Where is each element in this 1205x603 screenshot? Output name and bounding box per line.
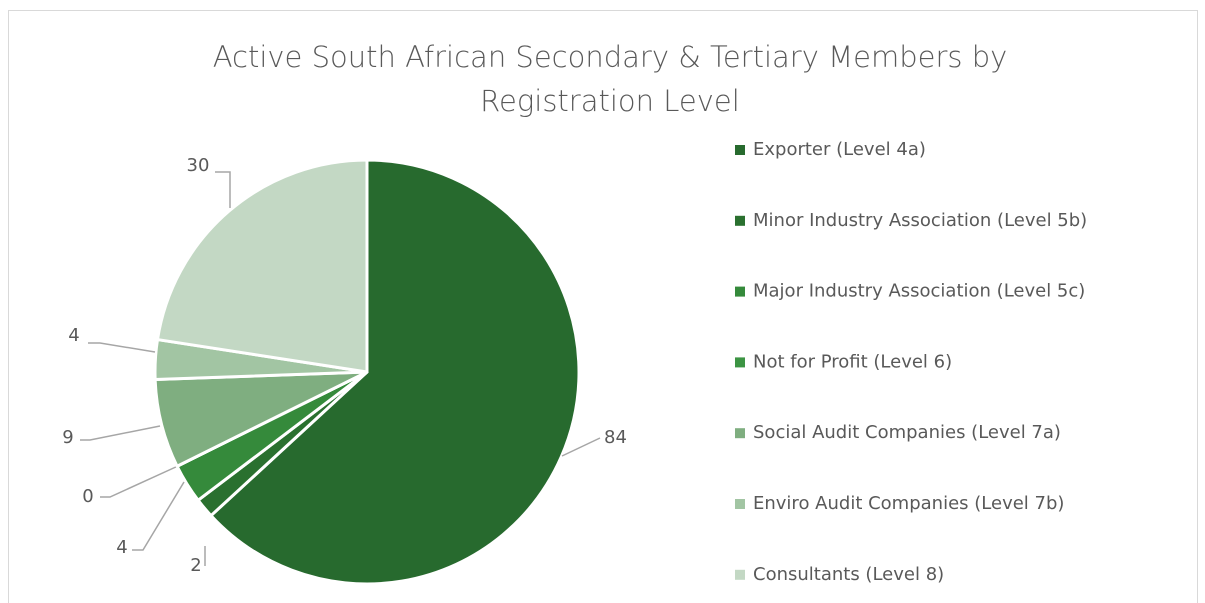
data-label: 84 [604,427,627,448]
data-label: 30 [187,155,210,176]
leader-line [561,437,601,457]
data-label: 4 [68,325,79,346]
legend-swatch [735,215,745,226]
legend-swatch [735,569,745,580]
legend-swatch [735,357,745,368]
legend-label: Minor Industry Association (Level 5b) [753,210,1087,231]
chart-frame [8,10,1198,603]
legend-label: Exporter (Level 4a) [753,139,926,160]
pie-slice [209,158,581,586]
legend-swatch [735,499,745,509]
legend-label: Consultants (Level 8) [753,564,944,585]
leader-line [88,342,156,353]
legend-label: Not for Profit (Level 6) [753,351,952,372]
chart-title: Active South African Secondary & Tertiar… [212,40,1008,118]
legend-swatch [735,428,745,439]
leader-line [132,481,185,551]
legend-swatch [735,145,745,155]
pie-slice [155,158,369,374]
legend-label: Enviro Audit Companies (Level 7b) [753,493,1064,514]
legend-label: Social Audit Companies (Level 7a) [753,422,1061,443]
leader-line [215,171,231,208]
data-label: 0 [82,486,93,507]
legend-label: Major Industry Association (Level 5c) [753,281,1085,302]
data-label: 4 [116,537,127,558]
leader-line [100,465,179,498]
leader-line [80,425,161,441]
data-label: 9 [62,427,73,448]
legend-swatch [735,286,745,297]
data-label: 2 [190,555,201,576]
